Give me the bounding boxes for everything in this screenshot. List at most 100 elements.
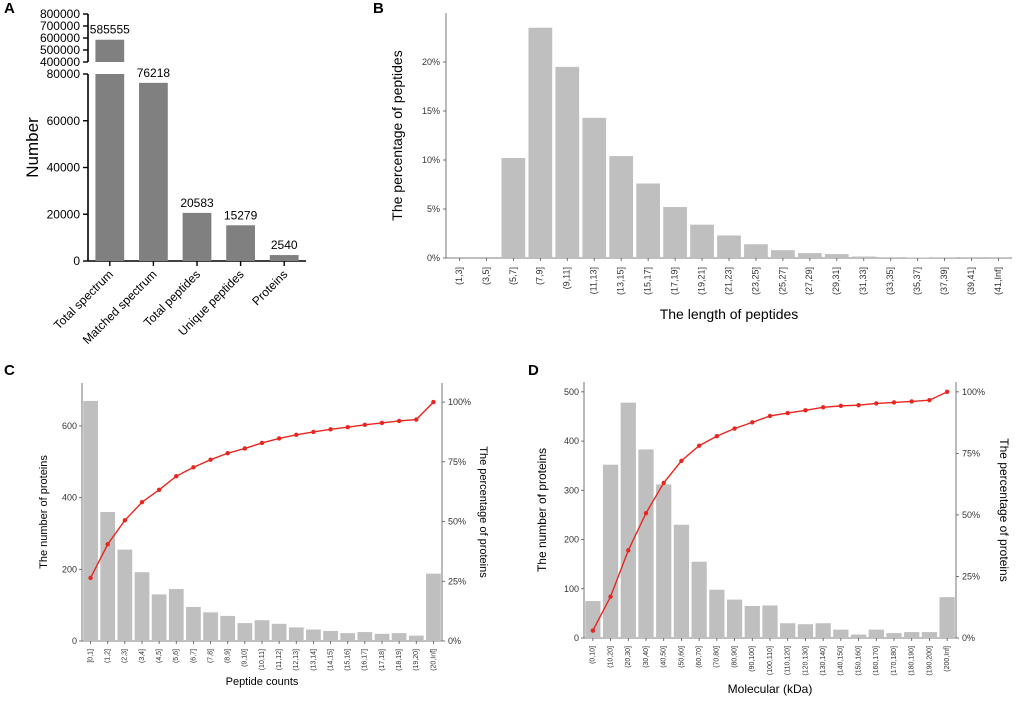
panel-a-ytick-label: 500000 bbox=[40, 43, 80, 57]
panel-c-bar bbox=[237, 623, 253, 641]
panel-c-cumulative-point bbox=[276, 436, 282, 441]
panel-b-xtick-label: (23,25] bbox=[750, 267, 760, 295]
panel-label-b: B bbox=[373, 0, 384, 17]
panel-d-cumulative-point bbox=[643, 511, 649, 516]
panel-d-xtick-label: (100,110] bbox=[767, 646, 774, 675]
panel-b-xtick-label: (11,13] bbox=[589, 267, 599, 294]
panel-d-bar bbox=[602, 464, 619, 638]
panel-c-xtick-label: (10,11] bbox=[259, 649, 266, 670]
panel-c-bar bbox=[151, 594, 167, 641]
panel-c-cumulative-point bbox=[362, 422, 368, 428]
panel-c-bar bbox=[254, 620, 270, 641]
panel-c-xtick-label: (11,12] bbox=[276, 649, 283, 670]
panel-b-bar bbox=[851, 256, 876, 258]
panel-c-xtick-label: (13,14] bbox=[310, 649, 317, 671]
panel-d-bar bbox=[868, 629, 884, 638]
panel-c-xtick-label: (3,4] bbox=[139, 649, 146, 663]
panel-d-bar bbox=[762, 605, 778, 638]
panel-c-bar bbox=[323, 630, 338, 641]
panel-d-ytick-right-label: 100% bbox=[962, 387, 985, 397]
panel-c-cumulative-point bbox=[414, 417, 419, 422]
panel-d-cumulative-point bbox=[608, 594, 613, 599]
panel-b-xtick-label: (35,37] bbox=[912, 267, 922, 295]
panel-b-bar bbox=[717, 235, 741, 258]
panel-d-cumulative-point bbox=[661, 480, 666, 486]
panel-b-bar bbox=[528, 27, 553, 259]
panel-d-cumulative-point bbox=[732, 426, 737, 431]
panel-d-bar bbox=[797, 624, 814, 638]
panel-c-xlabel: Peptide counts bbox=[226, 676, 299, 688]
panel-b-xtick-label: (25,27] bbox=[777, 267, 787, 295]
panel-c-xtick-label: (12,13] bbox=[293, 649, 300, 671]
panel-d-bar bbox=[726, 599, 743, 638]
panel-label-a: A bbox=[4, 0, 15, 17]
panel-c-bar bbox=[408, 635, 424, 641]
panel-b-xtick-label: (13,15] bbox=[616, 267, 626, 295]
panel-d-cumulative-point bbox=[944, 389, 950, 395]
panel-d-xlabel: Molecular (kDa) bbox=[728, 682, 813, 696]
panel-c-bar bbox=[357, 632, 373, 641]
panel-d-cumulative-point bbox=[909, 399, 914, 404]
panel-d-bar bbox=[939, 597, 955, 638]
panel-c-bar bbox=[168, 589, 184, 641]
panel-c-bar bbox=[374, 633, 390, 641]
panel-c-xtick-label: (4,5] bbox=[156, 649, 163, 663]
panel-d-bar bbox=[886, 633, 902, 638]
panel-d-ytick-right-label: 25% bbox=[962, 571, 980, 581]
panel-c-cumulative-point bbox=[259, 440, 265, 446]
panel-a-value-label: 585555 bbox=[90, 23, 130, 37]
panel-b-ytick-label: 0% bbox=[427, 253, 440, 263]
panel-d-xtick-label: (110,120] bbox=[785, 646, 792, 675]
panel-c-bar bbox=[186, 606, 201, 641]
panel-a-bar bbox=[95, 74, 125, 261]
panel-c-xtick-label: (5,6] bbox=[173, 649, 180, 663]
panel-b-xtick-label: (37,39] bbox=[939, 267, 949, 295]
panel-b-xtick-label: (29,31] bbox=[831, 267, 841, 295]
panel-b-xtick-label: (27,29] bbox=[804, 267, 814, 295]
panel-d-xtick-label: (30,40] bbox=[643, 646, 650, 668]
panel-b-xtick-label: (21,23] bbox=[723, 267, 733, 295]
panel-d-ylabel: The number of proteins bbox=[535, 448, 549, 572]
panel-c-cumulative-point bbox=[431, 399, 436, 405]
panel-d-xtick-label: (160,170] bbox=[873, 646, 880, 676]
panel-b-xtick-label: (3,5] bbox=[481, 267, 491, 285]
panel-d-xtick-label: (200,Inf] bbox=[944, 646, 951, 672]
panel-d-xtick-label: (80,90] bbox=[731, 646, 738, 668]
panel-c-ytick-label: 400 bbox=[62, 493, 77, 503]
panel-c-bar bbox=[288, 627, 304, 641]
panel-c-xtick-label: [0,1] bbox=[87, 649, 94, 663]
panel-a-ytick-label: 0 bbox=[73, 254, 80, 268]
panel-d-xtick-label: (180,190] bbox=[909, 646, 916, 676]
panel-d-cumulative-point bbox=[891, 400, 897, 405]
panel-d-xtick-label: (60,70] bbox=[696, 646, 703, 668]
panel-d-ytick-label: 200 bbox=[564, 535, 579, 545]
panel-d-ytick-label: 300 bbox=[564, 485, 579, 495]
panel-c-cumulative-point bbox=[105, 542, 110, 547]
panel-b-xtick-label: (15,17] bbox=[643, 267, 653, 295]
panel-b-xtick-label: (41,Inf] bbox=[993, 267, 1003, 295]
panel-c-cumulative-line bbox=[89, 401, 434, 579]
panel-b-bar bbox=[878, 257, 903, 258]
panel-b-ylabel: The percentage of peptides bbox=[389, 50, 405, 220]
panel-d-ytick-label: 100 bbox=[564, 584, 579, 594]
panel-c-xtick-label: (7,8] bbox=[207, 649, 214, 663]
panel-c-bar bbox=[220, 615, 236, 641]
panel-c-bar bbox=[426, 573, 441, 641]
panel-c-bar bbox=[134, 572, 150, 641]
panel-a-value-label: 2540 bbox=[271, 238, 298, 252]
panel-b-xtick-label: (31,33] bbox=[858, 267, 868, 295]
panel-a-ytick-label: 80000 bbox=[47, 67, 81, 81]
panel-d-bar bbox=[585, 601, 601, 638]
panel-d-bar bbox=[921, 632, 938, 638]
panel-c-cumulative-point bbox=[174, 473, 179, 479]
panel-c-bar bbox=[117, 549, 133, 641]
panel-b-bar bbox=[690, 224, 714, 258]
panel-c-ytick-label: 0 bbox=[72, 636, 77, 646]
panel-d-cumulative-point bbox=[856, 402, 861, 408]
panel-d-xtick-label: (0,10] bbox=[590, 646, 597, 664]
panel-c-xtick-label: (19,20] bbox=[413, 649, 420, 671]
panel-c-ytick-right-label: 100% bbox=[448, 397, 471, 407]
panel-c-xtick-label: (14,15] bbox=[327, 649, 334, 671]
panel-a-ytick-label: 60000 bbox=[47, 114, 81, 128]
